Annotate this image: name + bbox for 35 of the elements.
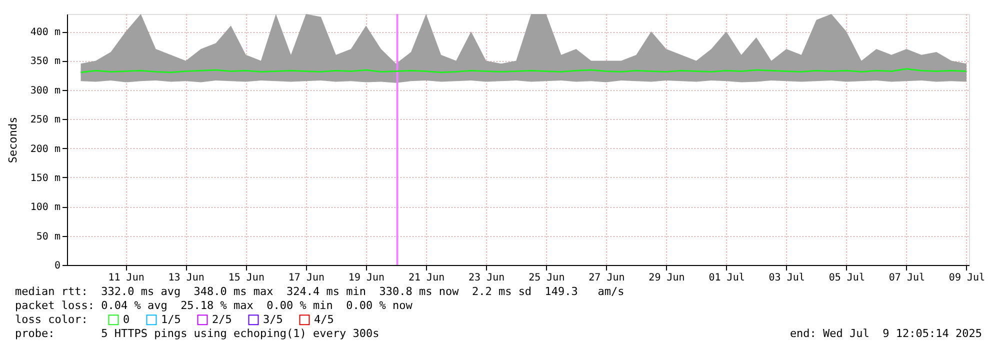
x-tick-label: 15 Jun — [228, 272, 264, 284]
text: packet loss: 0.04 % avg 25.18 % max 0.00 % min 0.00 % now — [15, 299, 413, 312]
y-tick-label: 250 m — [30, 114, 60, 126]
y-tick-label: 0 — [54, 260, 60, 272]
y-tick-label: 350 m — [30, 56, 60, 68]
legend-label: 1/5 — [161, 312, 181, 326]
y-tick-label: 50 m — [36, 231, 60, 242]
x-tick-label: 27 Jun — [588, 272, 625, 284]
text: probe: 5 HTTPS pings using echoping(1) every 300s — [15, 327, 380, 340]
x-tick-label: 29 Jun — [648, 272, 685, 284]
x-tick-label: 09 Jul — [948, 272, 986, 284]
x-tick-label: 25 Jun — [528, 272, 565, 284]
x-tick-label: 01 Jul — [708, 272, 745, 284]
x-tick-label: 05 Jul — [828, 272, 865, 284]
y-tick-label: 200 m — [30, 144, 60, 155]
legend-title: loss color: — [15, 313, 88, 326]
text: median rtt: 332.0 ms avg 348.0 ms max 324.4 ms min 330.8 ms now 2.2 ms sd 149.3 am/s — [15, 285, 624, 298]
y-tick-label: 100 m — [30, 202, 60, 214]
y-tick-label: 400 m — [30, 27, 60, 38]
x-tick-label: 17 Jun — [288, 272, 325, 284]
legend-label: 3/5 — [263, 312, 283, 326]
x-tick-label: 07 Jul — [888, 272, 926, 284]
x-tick-label: 13 Jun — [168, 272, 204, 284]
y-axis-title: Seconds — [6, 116, 20, 164]
y-tick-label: 300 m — [30, 85, 60, 96]
text: end: Wed Jul 9 12:05:14 2025 — [790, 327, 982, 340]
y-tick-label: 150 m — [30, 172, 60, 184]
x-tick-label: 19 Jun — [348, 272, 385, 284]
legend-label: 2/5 — [212, 312, 232, 326]
x-tick-label: 23 Jun — [468, 272, 505, 284]
x-tick-label: 11 Jun — [108, 272, 144, 284]
x-tick-label: 03 Jul — [768, 272, 805, 284]
legend-label: 4/5 — [314, 312, 334, 326]
legend-label: 0 — [123, 312, 130, 326]
x-tick-label: 21 Jun — [408, 272, 445, 284]
